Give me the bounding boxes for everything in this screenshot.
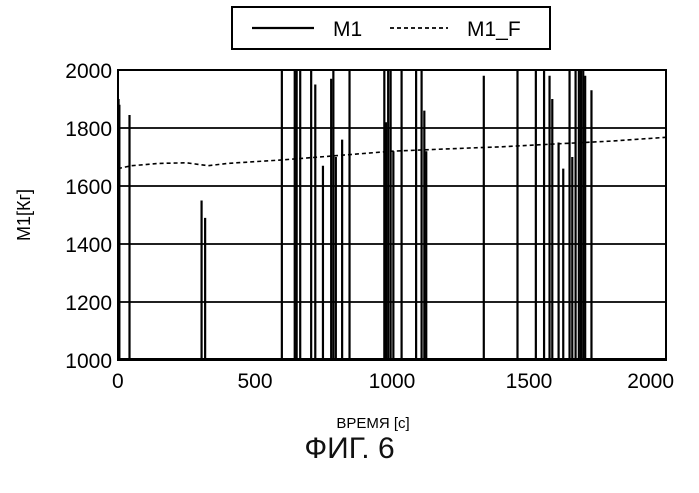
y-tick-label: 1200	[65, 292, 112, 315]
x-axis-ticks: 0 500 1000 1500 2000	[112, 370, 674, 393]
x-tick-label: 0	[112, 370, 124, 393]
y-tick-label: 1400	[65, 234, 112, 257]
y-tick-label: 1600	[65, 176, 112, 199]
y-tick-label: 2000	[65, 60, 112, 83]
y-tick-label: 1000	[65, 350, 112, 373]
y-tick-label: 1800	[65, 118, 112, 141]
x-axis-label: ВРЕМЯ [c]	[336, 415, 409, 432]
legend-label-m1: M1	[333, 18, 362, 41]
x-tick-label: 1000	[369, 370, 416, 393]
x-tick-label: 1500	[506, 370, 553, 393]
y-axis-ticks: 1000 1200 1400 1600 1800 2000	[65, 60, 112, 373]
figure-caption: ФИГ. 6	[0, 432, 699, 466]
legend: M1 M1_F	[232, 7, 550, 49]
x-tick-label: 2000	[627, 370, 674, 393]
series-m1	[119, 70, 592, 360]
legend-label-m1-f: M1_F	[467, 18, 521, 41]
y-axis-label: M1[Кг]	[14, 189, 34, 241]
x-tick-label: 500	[237, 370, 272, 393]
